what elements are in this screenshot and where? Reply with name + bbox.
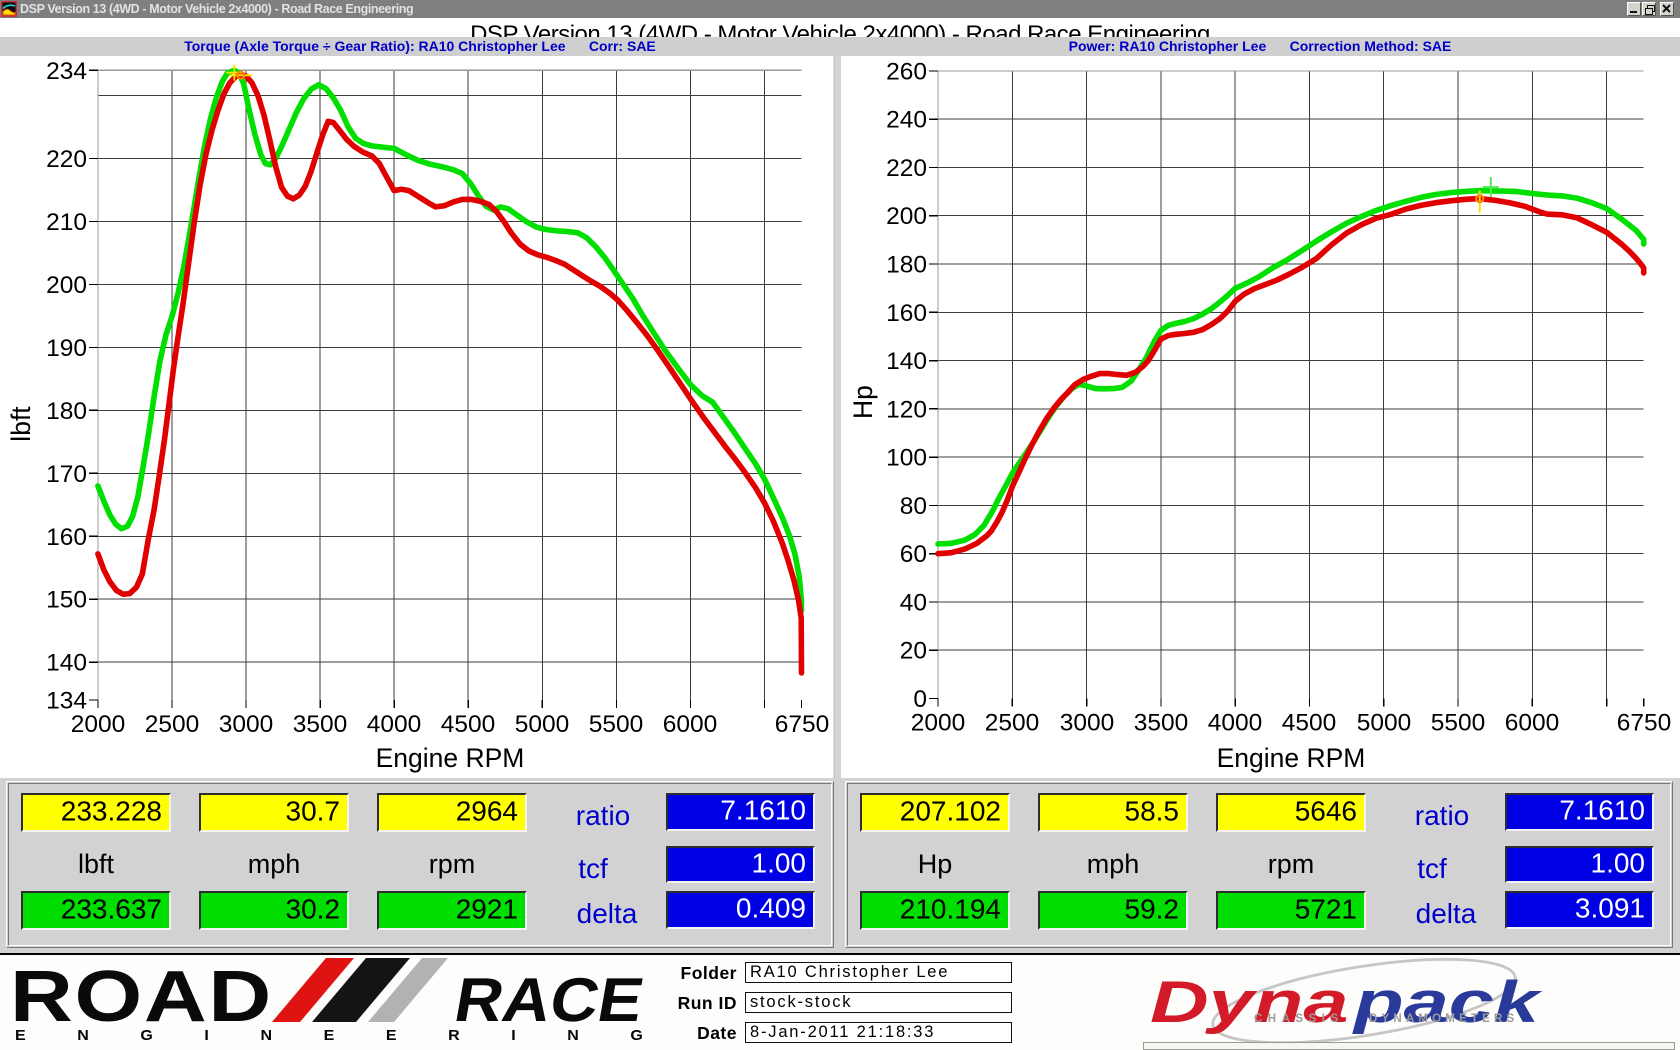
svg-text:200: 200 bbox=[46, 272, 87, 299]
svg-text:134: 134 bbox=[46, 688, 87, 715]
svg-text:200: 200 bbox=[886, 203, 927, 230]
svg-text:Hp: Hp bbox=[848, 385, 878, 419]
svg-text:Dyna: Dyna bbox=[1150, 969, 1349, 1034]
svg-text:100: 100 bbox=[886, 445, 927, 472]
svg-text:3000: 3000 bbox=[1060, 710, 1115, 737]
svg-text:6000: 6000 bbox=[663, 711, 718, 738]
svg-text:234: 234 bbox=[46, 58, 87, 85]
svg-text:180: 180 bbox=[886, 252, 927, 279]
svg-text:DYNAMOMETERS: DYNAMOMETERS bbox=[1369, 1013, 1518, 1025]
svg-text:190: 190 bbox=[46, 335, 87, 362]
svg-text:6000: 6000 bbox=[1505, 710, 1560, 737]
svg-text:240: 240 bbox=[886, 107, 927, 134]
svg-text:pack: pack bbox=[1352, 969, 1544, 1034]
svg-text:150: 150 bbox=[46, 587, 87, 614]
svg-text:4000: 4000 bbox=[367, 711, 422, 738]
svg-text:170: 170 bbox=[46, 461, 87, 488]
svg-text:6750: 6750 bbox=[1617, 710, 1672, 737]
svg-text:20: 20 bbox=[900, 638, 927, 665]
svg-text:6750: 6750 bbox=[775, 711, 830, 738]
svg-text:120: 120 bbox=[886, 396, 927, 423]
svg-text:220: 220 bbox=[46, 146, 87, 173]
svg-text:3500: 3500 bbox=[1134, 710, 1189, 737]
svg-text:5000: 5000 bbox=[1357, 710, 1412, 737]
svg-text:Engine RPM: Engine RPM bbox=[1217, 743, 1366, 773]
svg-text:Engine RPM: Engine RPM bbox=[376, 743, 525, 773]
svg-text:2000: 2000 bbox=[71, 711, 126, 738]
svg-text:CHASSIS: CHASSIS bbox=[1254, 1013, 1344, 1025]
svg-text:5500: 5500 bbox=[589, 711, 644, 738]
svg-text:3000: 3000 bbox=[219, 711, 274, 738]
svg-text:140: 140 bbox=[886, 348, 927, 375]
svg-text:4000: 4000 bbox=[1208, 710, 1263, 737]
svg-text:4500: 4500 bbox=[1282, 710, 1337, 737]
svg-text:180: 180 bbox=[46, 398, 87, 425]
svg-text:160: 160 bbox=[46, 524, 87, 551]
svg-text:4500: 4500 bbox=[441, 711, 496, 738]
svg-text:2500: 2500 bbox=[145, 711, 200, 738]
svg-text:60: 60 bbox=[900, 541, 927, 568]
svg-text:210: 210 bbox=[46, 209, 87, 236]
svg-text:220: 220 bbox=[886, 155, 927, 182]
svg-text:RACE: RACE bbox=[450, 965, 649, 1034]
svg-text:lbft: lbft bbox=[6, 406, 36, 442]
svg-text:2500: 2500 bbox=[985, 710, 1040, 737]
svg-text:3500: 3500 bbox=[293, 711, 348, 738]
svg-text:140: 140 bbox=[46, 650, 87, 677]
svg-text:260: 260 bbox=[886, 58, 927, 85]
svg-text:5500: 5500 bbox=[1431, 710, 1486, 737]
svg-text:ROAD: ROAD bbox=[10, 956, 273, 1036]
svg-text:40: 40 bbox=[900, 589, 927, 616]
svg-text:80: 80 bbox=[900, 493, 927, 520]
svg-text:0: 0 bbox=[913, 686, 927, 713]
svg-text:160: 160 bbox=[886, 300, 927, 327]
svg-text:5000: 5000 bbox=[515, 711, 570, 738]
svg-text:2000: 2000 bbox=[911, 710, 966, 737]
